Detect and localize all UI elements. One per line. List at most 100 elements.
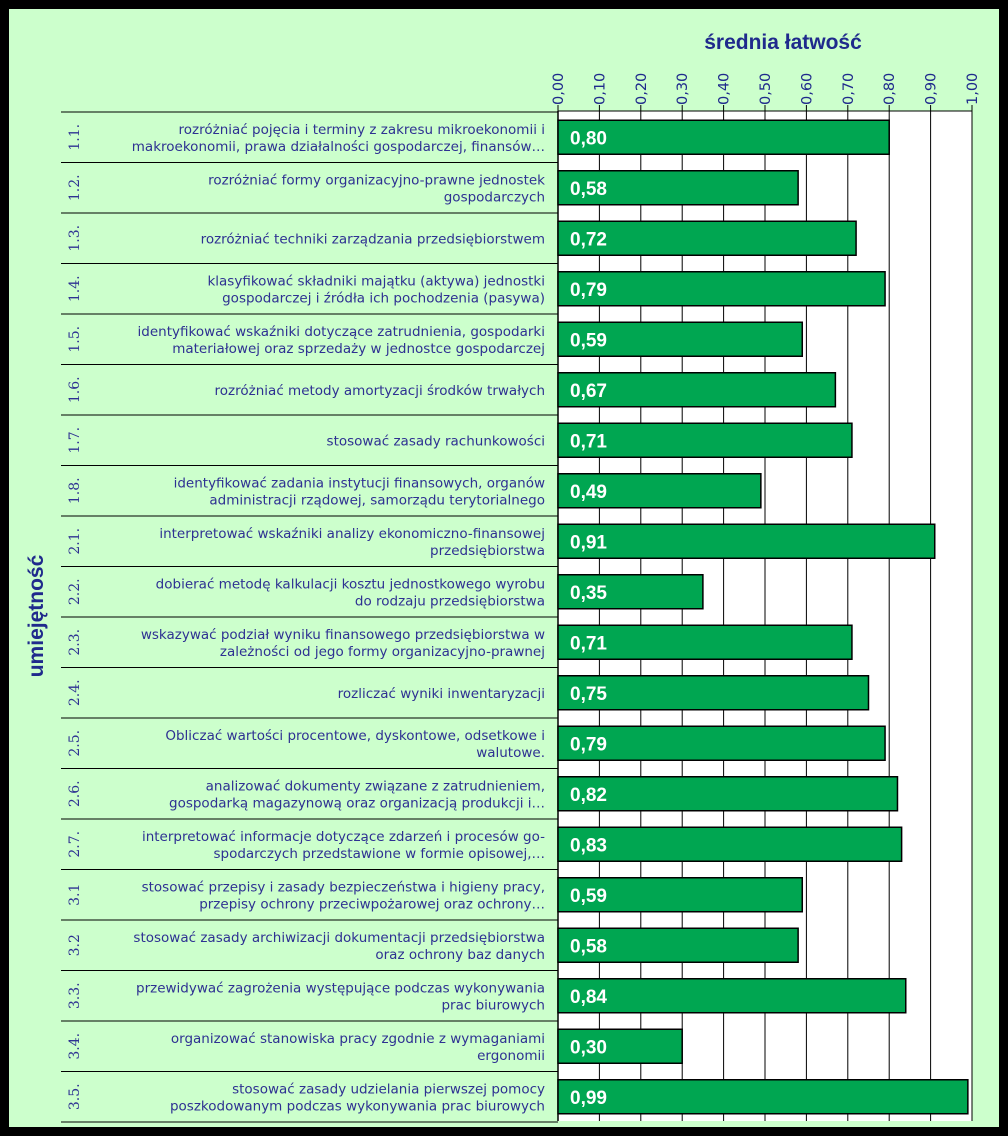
data-label: 0,79	[570, 734, 607, 755]
category-label: Obliczać wartości procentowe, dyskontowe…	[165, 728, 545, 744]
bar	[557, 271, 886, 307]
category-label: rozróżniać metody amortyzacji środków tr…	[215, 383, 545, 399]
data-label: 0,49	[570, 482, 607, 503]
bar	[557, 574, 704, 610]
category-label: przewidywać zagrożenia występujące podcz…	[136, 980, 545, 996]
x-tick-label: 0,20	[634, 73, 650, 105]
category-code: 2.2.	[67, 578, 83, 605]
data-label: 0,58	[570, 936, 607, 957]
category-label: rozróżniać pojęcia i terminy z zakresu m…	[179, 122, 545, 138]
data-label: 0,59	[570, 886, 607, 907]
category-code: 2.4.	[67, 679, 83, 706]
category-code: 3.2	[67, 934, 83, 956]
category-label: zależności od jego formy organizacyjno-p…	[220, 644, 545, 660]
bar	[557, 877, 804, 913]
bar	[557, 422, 853, 458]
category-code: 2.1.	[67, 528, 83, 555]
category-code: 3.1	[67, 884, 83, 906]
data-label: 0,71	[570, 633, 607, 654]
category-code: 2.7.	[67, 831, 83, 858]
bar	[557, 776, 899, 812]
data-label: 0,91	[570, 532, 607, 553]
bar	[557, 978, 907, 1014]
data-label: 0,35	[570, 583, 607, 604]
data-label: 0,58	[570, 179, 607, 200]
bar	[557, 725, 886, 761]
data-label: 0,59	[570, 330, 607, 351]
data-label: 0,99	[570, 1088, 607, 1109]
bar	[557, 1079, 969, 1115]
data-label: 0,83	[570, 835, 607, 856]
category-code: 3.3.	[67, 982, 83, 1009]
bar	[557, 927, 799, 963]
x-tick-label: 0,60	[799, 73, 815, 105]
bar	[557, 119, 890, 155]
data-label: 0,67	[570, 381, 607, 402]
category-code: 1.2.	[67, 174, 83, 201]
x-tick-label: 1,00	[965, 73, 981, 105]
category-label: gospodarczej i źródła ich pochodzenia (p…	[222, 290, 545, 306]
data-label: 0,84	[570, 987, 607, 1008]
category-code: 2.5.	[67, 730, 83, 757]
category-code: 1.4.	[67, 275, 83, 302]
category-code: 3.5.	[67, 1083, 83, 1110]
category-label: gospodarczych	[444, 189, 545, 205]
category-label: spodarczych przedstawione w formie opiso…	[213, 846, 545, 862]
category-code: 1.8.	[67, 477, 83, 504]
category-code: 1.3.	[67, 225, 83, 252]
category-code: 3.4.	[67, 1033, 83, 1060]
bar	[557, 372, 837, 408]
category-code: 2.6.	[67, 780, 83, 807]
category-label: administracji rządowej, samorządu teryto…	[209, 492, 545, 508]
category-label: rozróżniać formy organizacyjno-prawne je…	[208, 172, 545, 188]
x-axis-title: średnia łatwość	[704, 31, 862, 54]
category-label: organizować stanowiska pracy zgodnie z w…	[171, 1031, 545, 1047]
bar	[557, 523, 936, 559]
category-label: makroekonomii, prawa działalności gospod…	[132, 139, 545, 155]
bar	[557, 675, 870, 711]
bar	[557, 473, 762, 509]
category-label: ergonomii	[477, 1048, 545, 1064]
category-label: rozróżniać techniki zarządzania przedsię…	[201, 231, 545, 247]
category-label: wskazywać podział wyniku finansowego prz…	[141, 627, 545, 643]
category-label: stosować zasady udzielania pierwszej pom…	[232, 1081, 545, 1097]
category-label: materiałowej oraz sprzedaży w jednostce …	[172, 341, 545, 357]
data-label: 0,79	[570, 280, 607, 301]
category-label: identyfikować zadania instytucji finanso…	[174, 475, 545, 491]
category-label: do rodzaju przedsiębiorstwa	[355, 593, 545, 609]
category-label: analizować dokumenty związane z zatrudni…	[206, 778, 545, 794]
category-code: 1.7.	[67, 427, 83, 454]
x-tick-label: 0,00	[551, 73, 567, 105]
category-label: stosować zasady archiwizacji dokumentacj…	[133, 930, 545, 946]
category-label: przedsiębiorstwa	[430, 543, 545, 559]
category-label: interpretować wskaźniki analizy ekonomic…	[159, 526, 545, 542]
bar	[557, 220, 857, 256]
data-label: 0,71	[570, 431, 607, 452]
x-tick-label: 0,70	[841, 73, 857, 105]
x-tick-label: 0,90	[924, 73, 940, 105]
category-code: 1.1.	[67, 124, 83, 151]
bar	[557, 826, 903, 862]
category-label: dobierać metodę kalkulacji kosztu jednos…	[156, 576, 545, 592]
data-label: 0,82	[570, 785, 607, 806]
category-label: poszkodowanym podczas wykonywania prac b…	[170, 1098, 545, 1114]
data-label: 0,30	[570, 1037, 607, 1058]
bar	[557, 170, 799, 206]
y-axis-title: umiejętność	[25, 554, 48, 677]
category-code: 1.5.	[67, 326, 83, 353]
x-tick-label: 0,30	[675, 73, 691, 105]
data-label: 0,75	[570, 684, 607, 705]
category-rows: 1.1. rozróżniać pojęcia i terminy z zakre…	[61, 111, 559, 1123]
category-label: interpretować informacje dotyczące zdarz…	[142, 829, 545, 845]
bar-chart: 1.1. rozróżniać pojęcia i terminy z zakre…	[25, 31, 981, 1123]
category-label: oraz ochrony baz danych	[375, 947, 545, 963]
category-label: stosować przepisy i zasady bezpieczeństw…	[142, 879, 545, 895]
bar	[557, 624, 853, 660]
x-ticks: 0,00 0,10 0,20 0,30 0,40 0,50 0,60 0,70 0,80 0,90…	[551, 73, 981, 105]
x-tick-label: 0,40	[717, 73, 733, 105]
category-label: walutowe.	[476, 745, 545, 761]
category-code: 2.3.	[67, 629, 83, 656]
bar	[557, 321, 804, 357]
category-label: rozliczać wyniki inwentaryzacji	[338, 686, 545, 702]
category-code: 1.6.	[67, 376, 83, 403]
